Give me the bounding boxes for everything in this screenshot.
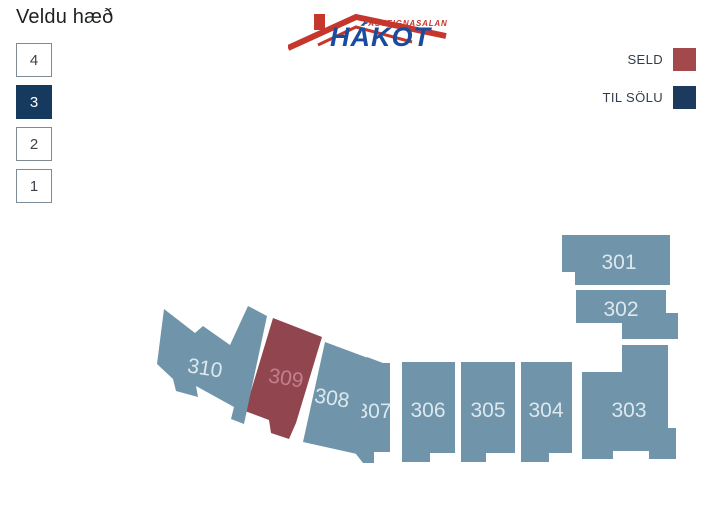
logo: FASTEIGNASALAN HÁKOT: [288, 8, 448, 54]
page-title: Veldu hæð: [16, 6, 114, 28]
floor-button-1[interactable]: 1: [16, 169, 52, 203]
legend-label: TIL SÖLU: [602, 90, 663, 105]
unit-306[interactable]: [402, 362, 455, 462]
legend-swatch-sold: [673, 48, 696, 71]
unit-310[interactable]: [157, 306, 267, 424]
unit-301[interactable]: [562, 235, 670, 285]
legend-label: SELD: [627, 52, 663, 67]
floor-button-3[interactable]: 3: [16, 85, 52, 119]
legend-swatch-for_sale: [673, 86, 696, 109]
floor-selector: 4 3 2 1: [16, 43, 52, 211]
unit-308[interactable]: [303, 342, 368, 454]
logo-roof-icon: [288, 13, 447, 51]
unit-303[interactable]: [582, 345, 676, 459]
unit-305[interactable]: [461, 362, 515, 462]
floor-button-4[interactable]: 4: [16, 43, 52, 77]
floor-button-2[interactable]: 2: [16, 127, 52, 161]
legend-item-for_sale: TIL SÖLU: [602, 86, 696, 109]
unit-304[interactable]: [521, 362, 572, 462]
logo-name: HÁKOT: [330, 22, 431, 52]
unit-302[interactable]: [576, 290, 678, 339]
legend: SELD TIL SÖLU: [602, 48, 696, 124]
unit-309[interactable]: [245, 318, 322, 439]
logo-tagline: FASTEIGNASALAN: [363, 19, 448, 28]
legend-item-sold: SELD: [602, 48, 696, 71]
